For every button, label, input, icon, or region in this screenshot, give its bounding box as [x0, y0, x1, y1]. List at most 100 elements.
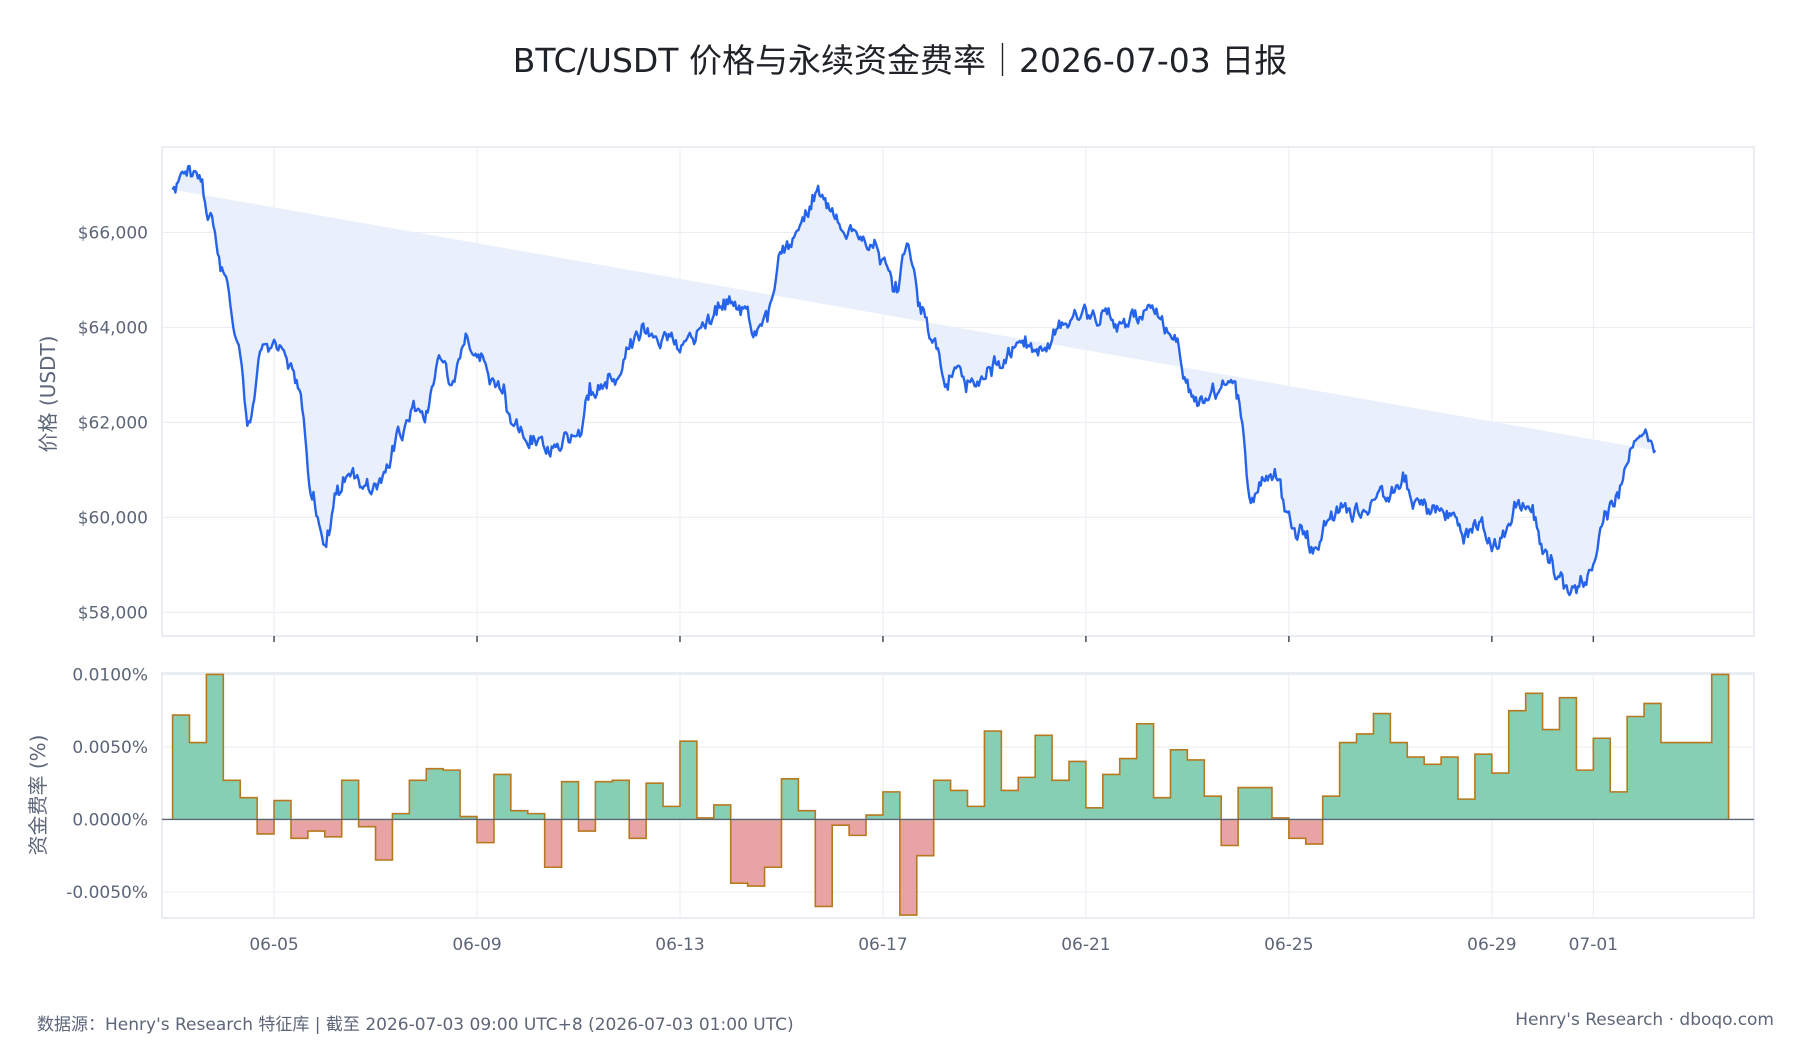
funding-bar-negative — [375, 819, 393, 861]
funding-bar-negative — [815, 819, 833, 907]
funding-bar-positive — [1424, 764, 1442, 820]
price-y-tick-label: $58,000 — [78, 603, 148, 623]
x-tick-label: 06-05 — [249, 935, 298, 955]
funding-bar-positive — [950, 790, 968, 820]
funding-bar-positive — [1576, 770, 1594, 820]
funding-bar-positive — [967, 806, 985, 820]
funding-bar-positive — [206, 674, 224, 820]
price-panel: $58,000 $60,000 $62,000 $64,000 $66,000 — [78, 146, 1755, 642]
funding-bar-positive — [1559, 697, 1577, 820]
funding-bar-positive — [1711, 674, 1730, 820]
funding-bar-positive — [1069, 761, 1087, 820]
funding-bar-negative — [358, 819, 376, 827]
x-tick-label: 06-21 — [1061, 935, 1110, 955]
funding-bar-positive — [1373, 713, 1391, 820]
funding-bar-negative — [849, 819, 867, 836]
funding-bar-positive — [1627, 716, 1645, 820]
funding-bar-negative — [578, 819, 596, 832]
funding-bar-positive — [713, 804, 732, 820]
funding-bar-negative — [324, 819, 343, 837]
funding-bar-negative — [899, 819, 918, 916]
funding-bar-positive — [1694, 742, 1713, 820]
price-y-tick-label: $64,000 — [78, 318, 148, 338]
funding-bar-positive — [1136, 723, 1154, 820]
funding-bar-positive — [1458, 799, 1476, 820]
funding-bar-negative — [544, 819, 562, 868]
funding-axis-title: 资金费率 (%) — [26, 735, 50, 856]
funding-bar-positive — [189, 742, 207, 820]
funding-bar-positive — [882, 791, 901, 820]
funding-bar-positive — [1356, 733, 1374, 820]
funding-bar-positive — [1339, 742, 1357, 820]
funding-bar-negative — [764, 819, 782, 868]
funding-bar-positive — [1255, 787, 1273, 820]
x-tick-label: 06-09 — [452, 935, 501, 955]
funding-bar-positive — [646, 783, 664, 820]
funding-bar-negative — [290, 819, 309, 839]
funding-bar-negative — [747, 819, 765, 887]
funding-bar-positive — [663, 806, 681, 820]
funding-bar-positive — [933, 780, 951, 820]
funding-bar-negative — [1221, 819, 1239, 846]
price-line — [171, 164, 1657, 597]
funding-bar-positive — [1153, 797, 1171, 820]
funding-bar-positive — [1035, 735, 1053, 820]
funding-bar-positive — [510, 810, 529, 820]
funding-bar-positive — [1441, 757, 1459, 820]
funding-bar-positive — [1238, 787, 1256, 820]
funding-bar-positive — [1052, 780, 1070, 820]
x-tick-label: 06-29 — [1467, 935, 1516, 955]
funding-bar-positive — [595, 781, 613, 820]
funding-bar-positive — [1001, 790, 1019, 820]
funding-bar-positive — [612, 780, 630, 820]
funding-bar-positive — [1187, 759, 1205, 820]
funding-bar-negative — [730, 819, 749, 884]
x-tick-label: 06-13 — [655, 935, 704, 955]
funding-bar-positive — [1204, 796, 1222, 820]
funding-bar-positive — [1085, 807, 1104, 820]
funding-bar-negative — [477, 819, 495, 843]
funding-bar-positive — [1610, 791, 1628, 820]
funding-bar-positive — [493, 774, 512, 820]
price-y-tick-label: $62,000 — [78, 413, 148, 433]
x-tick-label: 06-25 — [1264, 935, 1313, 955]
funding-bar-positive — [1170, 749, 1188, 820]
funding-bar-positive — [172, 715, 190, 820]
funding-bar-positive — [1525, 693, 1543, 820]
funding-bar-negative — [307, 819, 326, 832]
funding-panel: 06-05 06-09 06-13 06-17 06-21 06-25 06-29 07-01… — [66, 665, 1755, 955]
funding-bar-positive — [527, 813, 546, 820]
funding-bar-positive — [1542, 729, 1560, 820]
funding-bar-negative — [629, 819, 647, 839]
price-y-tick-label: $60,000 — [78, 508, 148, 528]
funding-bar-positive — [1660, 742, 1679, 820]
funding-bar-positive — [240, 797, 258, 820]
funding-bar-positive — [1407, 757, 1425, 820]
funding-bar-negative — [257, 819, 275, 834]
funding-y-tick-label: 0.0100% — [72, 665, 148, 685]
funding-bar-positive — [1644, 703, 1662, 820]
funding-bar-negative — [1288, 819, 1307, 839]
funding-bar-positive — [460, 816, 478, 820]
funding-bar-negative — [1305, 819, 1324, 845]
funding-y-tick-label: -0.0050% — [66, 883, 148, 903]
x-tick-label: 07-01 — [1569, 935, 1618, 955]
funding-bar-positive — [1491, 773, 1510, 820]
funding-y-tick-label: 0.0000% — [72, 810, 148, 830]
funding-bar-positive — [426, 768, 444, 820]
x-tick-label: 06-17 — [858, 935, 907, 955]
funding-bar-positive — [1102, 774, 1121, 820]
funding-step-line — [171, 673, 1730, 916]
footer-brand: Henry's Research · dboqo.com — [1515, 1010, 1774, 1030]
funding-bar-positive — [1018, 777, 1036, 820]
funding-bar-positive — [392, 813, 410, 820]
funding-bar-negative — [916, 819, 935, 856]
funding-bar-positive — [1677, 742, 1696, 820]
funding-bar-positive — [781, 778, 799, 820]
funding-y-tick-label: 0.0050% — [72, 738, 148, 758]
funding-bar-positive — [1508, 710, 1527, 820]
funding-bar-positive — [341, 780, 360, 820]
funding-bar-positive — [409, 780, 427, 820]
price-y-tick-label: $66,000 — [78, 223, 148, 243]
